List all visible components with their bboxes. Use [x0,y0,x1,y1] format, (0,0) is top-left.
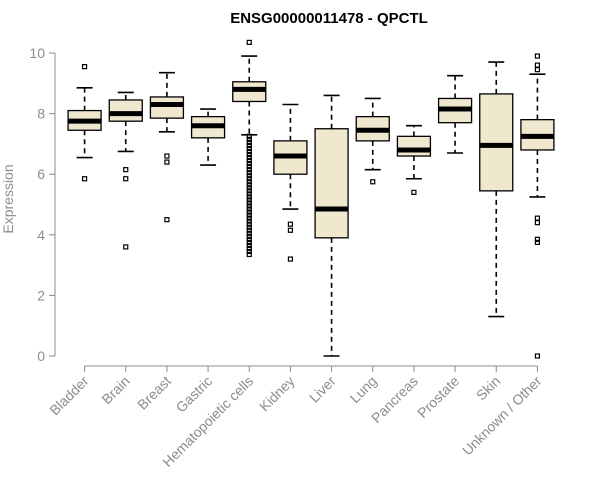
outlier-point [246,200,252,206]
outlier-point [164,159,170,165]
box-unknown-other [520,53,555,359]
box-iqr [396,135,432,157]
outlier-point [246,136,252,142]
outlier-point [246,179,252,185]
outlier-point [246,160,252,167]
outlier-point [534,353,541,359]
x-tick-label: Brain [98,373,132,407]
outlier-point [246,148,252,155]
y-axis-title: Expression [0,164,16,233]
chart-title: ENSG00000011478 - QPCTL [230,10,428,27]
outlier-point [246,251,252,258]
outlier-point [287,227,294,233]
outlier-point [246,203,252,209]
outlier-point [411,189,417,195]
box-liver [314,94,349,357]
outlier-point [81,176,88,182]
outlier-point [246,242,252,249]
box-iqr [149,96,185,119]
outlier-point [287,256,294,262]
outlier-point [534,215,541,221]
outlier-point [246,194,252,200]
outlier-point [246,209,252,215]
box-pancreas [396,124,432,195]
x-tick-label: Breast [134,373,174,413]
x-tick-label: Skin [473,373,504,404]
box-skin [479,61,514,318]
outlier-point [246,245,252,252]
outlier-point [246,182,252,188]
outlier-point [287,221,294,227]
y-tick-label: 8 [37,106,45,122]
outlier-point [246,185,252,191]
outlier-point [246,139,252,145]
box-breast [149,71,185,223]
outlier-point [246,154,252,161]
outlier-point [534,239,541,245]
outlier-point [246,142,252,149]
outlier-point [534,67,541,73]
y-tick-label: 2 [37,287,45,303]
outlier-point [246,170,252,176]
outlier-point [246,248,252,255]
x-tick-label: Lung [347,373,380,406]
outlier-point [370,179,376,185]
outlier-point [246,133,252,139]
outlier-point [246,221,252,227]
box-hematopoietic-cells [232,39,267,258]
outlier-point [246,218,252,224]
outlier-point [534,62,541,68]
outlier-point [81,64,88,70]
outlier-point [246,215,252,221]
outlier-point [246,230,252,236]
box-iqr [314,128,349,239]
outlier-point [534,53,541,59]
x-tick-label: Kidney [256,373,298,415]
outlier-point [246,191,252,197]
outlier-point [246,197,252,203]
outlier-point [246,188,252,194]
outlier-point [246,236,252,242]
outlier-point [246,157,252,164]
outlier-point [534,236,541,242]
outlier-point [246,167,252,173]
outlier-point [246,224,252,230]
y-tick-label: 10 [29,45,45,61]
box-gastric [190,108,226,166]
outlier-point [164,217,170,223]
box-iqr [479,93,514,192]
y-tick-label: 4 [37,227,45,243]
outlier-point [246,39,252,45]
outlier-point [246,212,252,218]
outlier-point [246,239,252,245]
outlier-point [164,153,170,159]
outlier-point [246,206,252,212]
plot-area [67,39,555,359]
y-tick-label: 0 [37,348,45,364]
box-brain [108,91,143,250]
outlier-point [246,227,252,233]
x-tick-label: Bladder [46,373,92,419]
outlier-point [123,176,129,182]
x-tick-label: Prostate [414,373,462,421]
box-bladder [67,64,102,182]
outlier-point [246,151,252,158]
box-iqr [108,99,143,122]
box-kidney [273,103,308,262]
outlier-point [123,167,129,173]
y-tick-label: 6 [37,166,45,182]
outlier-point [246,233,252,239]
box-prostate [437,74,473,154]
outlier-point [246,173,252,179]
outlier-point [246,145,252,152]
outlier-point [246,176,252,182]
outlier-point [123,244,129,250]
outlier-point [534,220,541,226]
x-tick-label: Liver [306,373,339,406]
y-axis: 0 2 4 6 8 10 [29,45,56,364]
outlier-point [246,164,252,170]
box-lung [355,97,390,185]
